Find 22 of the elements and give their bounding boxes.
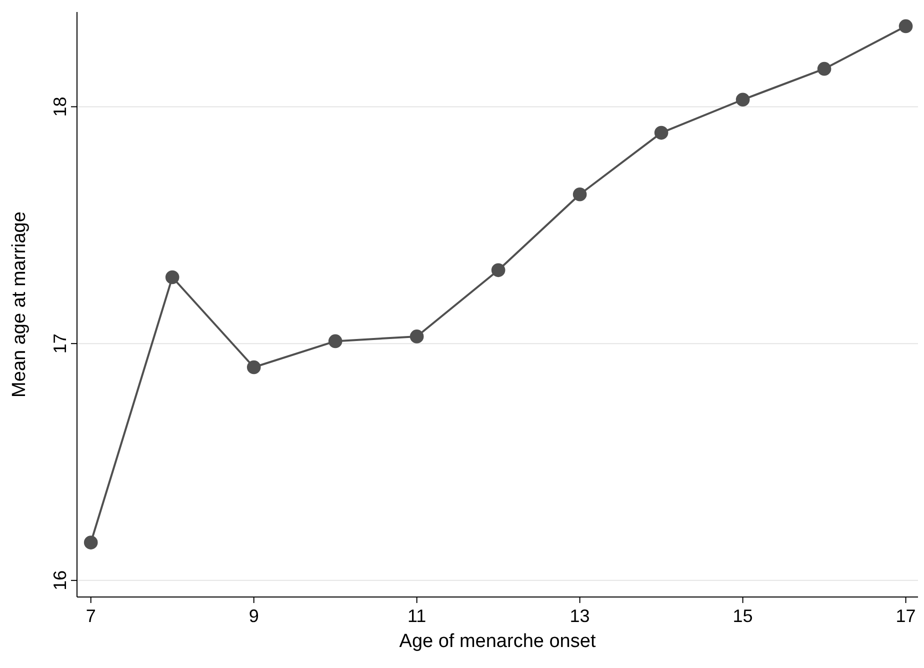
x-tick-label: 17: [896, 606, 916, 626]
point: [817, 62, 832, 76]
point: [328, 334, 342, 348]
x-tick-label: 15: [732, 606, 753, 626]
x-tick-label: 9: [248, 606, 259, 626]
point: [898, 19, 913, 34]
x-tick-label: 13: [570, 606, 590, 626]
point: [572, 187, 587, 202]
point: [736, 92, 750, 107]
point: [410, 330, 424, 344]
point: [491, 263, 506, 278]
point: [84, 536, 98, 550]
y-tick-label: 17: [50, 334, 70, 354]
point: [165, 270, 180, 284]
y-axis-title: Mean age at marriage: [9, 212, 30, 398]
y-tick-label: 18: [50, 96, 70, 117]
y-tick-label: 16: [50, 570, 70, 590]
x-tick-label: 7: [86, 606, 96, 626]
point: [246, 360, 261, 374]
point: [654, 126, 668, 140]
x-axis-title: Age of menarche onset: [399, 631, 596, 652]
x-tick-label: 11: [407, 606, 426, 626]
